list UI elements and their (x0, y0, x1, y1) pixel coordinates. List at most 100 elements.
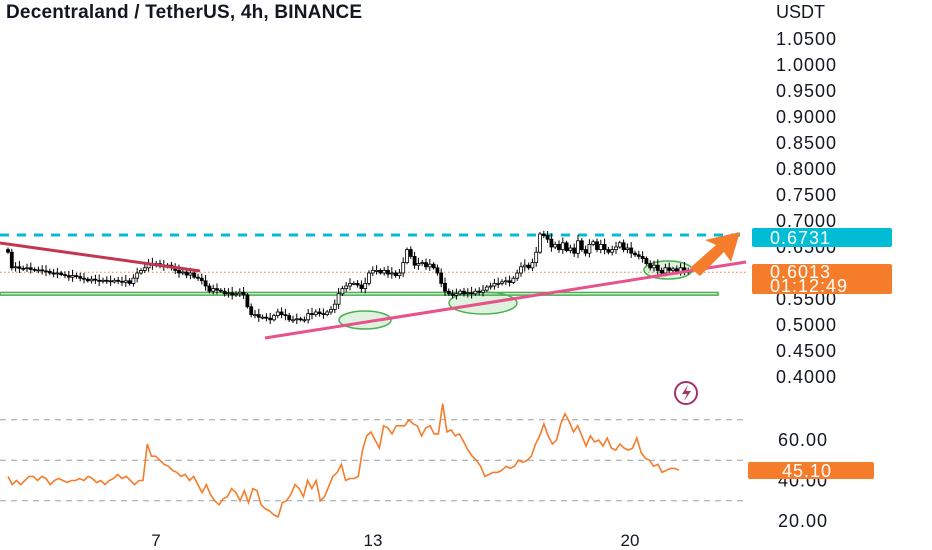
price-tick-label: 1.0500 (776, 29, 837, 49)
price-candle (408, 246, 413, 259)
price-candle (234, 291, 238, 297)
candle-body (9, 251, 14, 269)
price-candle (260, 314, 265, 320)
candle-body (283, 314, 288, 317)
candle-body (370, 269, 375, 274)
price-candle (378, 268, 383, 275)
candle-body (344, 285, 349, 289)
price-candle (112, 278, 117, 284)
candle-body (469, 292, 474, 295)
candle-body (40, 269, 45, 272)
price-candle (222, 287, 227, 297)
price-candle (66, 271, 71, 281)
price-candle (321, 308, 326, 319)
price-candle (538, 231, 542, 254)
candle-body (275, 311, 280, 316)
price-tick-label: 0.7500 (776, 185, 837, 205)
candle-body (108, 280, 113, 283)
candle-body (576, 240, 580, 254)
time-tick-label: 20 (621, 531, 640, 550)
candle-body (522, 264, 527, 268)
candle-body (70, 275, 75, 278)
candle-body (446, 290, 451, 295)
price-candle (207, 283, 212, 294)
candle-body (104, 279, 109, 282)
price-candle (237, 288, 242, 297)
candle-body (36, 269, 41, 272)
candle-body (241, 291, 246, 296)
price-tick-label: 0.4500 (776, 341, 837, 361)
price-candle (264, 313, 269, 322)
candle-body (245, 294, 250, 308)
candle-body (374, 269, 379, 272)
price-candle (32, 267, 37, 273)
candle-body (59, 272, 64, 276)
price-candle (70, 269, 75, 282)
price-candle (462, 287, 466, 297)
candle-body (648, 263, 653, 269)
candle-body (534, 251, 539, 263)
candle-body (655, 264, 660, 271)
candle-body (74, 275, 79, 278)
candle-body (116, 279, 121, 282)
price-candle (199, 273, 204, 285)
candle-body (393, 272, 398, 276)
price-candle (245, 292, 250, 309)
candle-body (363, 282, 368, 289)
price-candle (36, 266, 41, 274)
candle-body (89, 278, 94, 282)
last-price-tag-text: 0.6013 (770, 262, 831, 282)
price-candle (192, 270, 197, 279)
candle-body (123, 280, 128, 283)
price-candle (667, 262, 672, 275)
price-candle (553, 241, 558, 250)
candle-body (199, 277, 204, 282)
price-candle (55, 267, 60, 279)
price-tick-label: 0.7000 (776, 211, 837, 231)
price-candle (564, 240, 569, 253)
candle-body (621, 242, 626, 251)
candle-body (416, 263, 421, 266)
time-axis-ticks: 7 13 20 (151, 531, 639, 550)
price-candle (427, 259, 432, 271)
candle-body (405, 249, 409, 264)
time-tick-label: 13 (364, 531, 383, 550)
candle-body (477, 290, 482, 293)
price-candle (602, 238, 607, 255)
candle-body (431, 263, 436, 269)
candle-body (131, 277, 136, 284)
lightning-icon[interactable] (674, 381, 698, 405)
price-tick-label: 0.5000 (776, 315, 837, 335)
price-candle (595, 238, 599, 253)
price-candle (336, 288, 341, 309)
candle-body (6, 249, 10, 253)
rsi-tag-text: 45.10 (782, 461, 832, 481)
price-candle (241, 287, 246, 299)
candle-body (507, 280, 512, 283)
price-candle (671, 266, 675, 273)
candle-body (481, 289, 485, 293)
price-candle (63, 271, 67, 279)
candle-body (519, 266, 523, 274)
price-candle (443, 277, 447, 296)
price-candle (401, 257, 406, 278)
price-candle (82, 273, 86, 284)
price-tick-label: 0.4000 (776, 367, 837, 387)
price-candle (253, 310, 257, 319)
price-candle (435, 264, 440, 276)
price-candle (17, 260, 22, 273)
price-candle (534, 247, 539, 267)
candle-body (663, 267, 668, 274)
candle-body (207, 285, 212, 292)
candle-body (196, 276, 200, 279)
price-candle (44, 265, 48, 277)
price-candle (655, 259, 660, 276)
candle-body (462, 290, 466, 295)
price-candle (355, 280, 360, 288)
candle-body (606, 249, 611, 253)
price-candle (469, 286, 474, 299)
candle-body (496, 282, 501, 285)
price-candle (9, 248, 14, 271)
price-candle (367, 270, 371, 286)
